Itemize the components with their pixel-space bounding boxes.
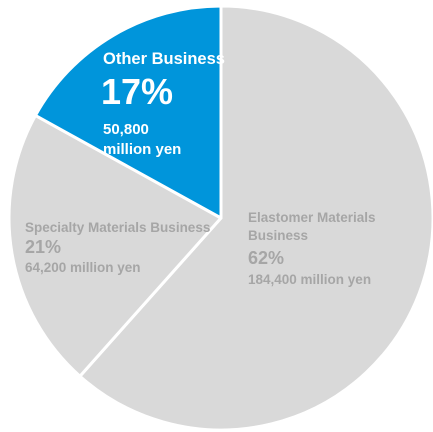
pie-slice-specialty [7, 113, 223, 378]
slice-percent: 62% [248, 248, 284, 268]
slice-label-elastomer: Elastomer Materials Business 62% 184,400… [248, 210, 376, 287]
slice-name-line-1: Other Business [103, 50, 225, 68]
slice-value: 184,400 million yen [248, 272, 371, 287]
pie-slice-elastomer [78, 4, 433, 432]
pie-slice-other [33, 4, 223, 220]
slice-percent: 21% [25, 237, 61, 257]
slice-name-line-1: Elastomer Materials [248, 210, 376, 225]
slice-percent: 17% [101, 71, 173, 112]
slice-name-line-2: Business [248, 228, 308, 243]
slice-name-line-1: Specialty Materials Business [25, 220, 210, 235]
slice-value-line-1: 50,800 [103, 121, 149, 138]
slice-label-other: Other Business 17% 50,800 million yen [101, 50, 225, 158]
slice-value: 64,200 million yen [25, 260, 141, 275]
slice-label-specialty: Specialty Materials Business 21% 64,200 … [25, 220, 210, 275]
slice-value-line-2: million yen [103, 141, 181, 158]
